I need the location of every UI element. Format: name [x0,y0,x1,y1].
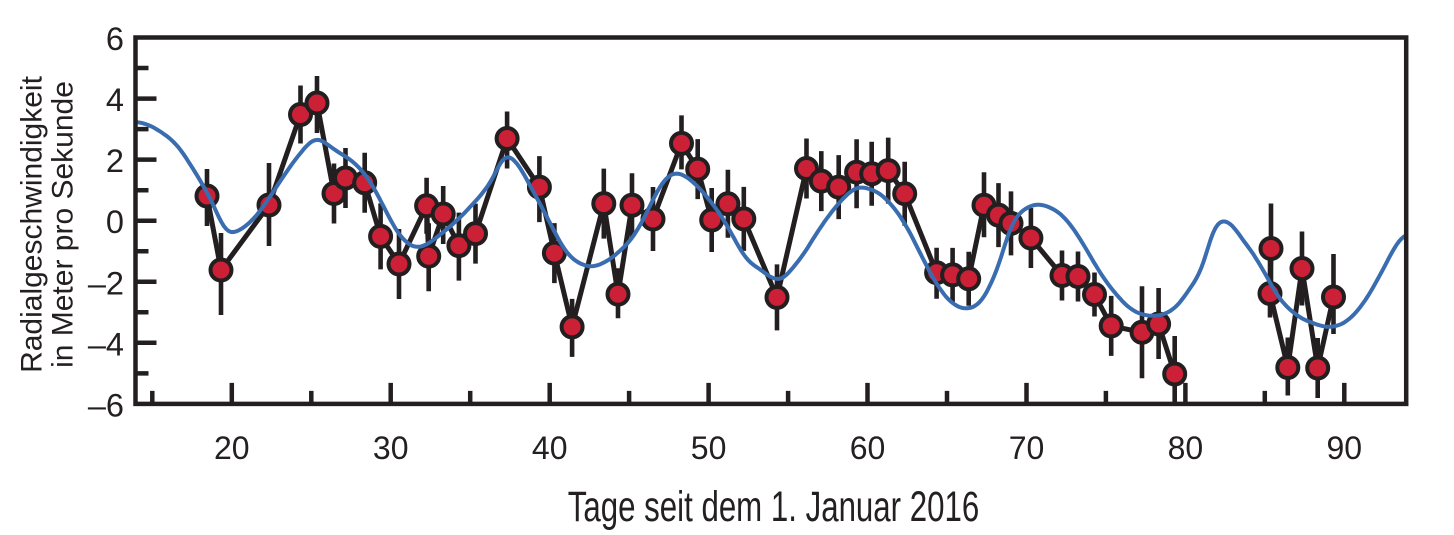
svg-text:70: 70 [1009,430,1045,466]
svg-text:2: 2 [106,143,124,179]
svg-text:Tage seit dem 1. Januar 2016: Tage seit dem 1. Januar 2016 [568,482,979,530]
svg-text:4: 4 [106,82,124,118]
svg-text:90: 90 [1327,430,1363,466]
svg-text:in Meter pro Sekunde: in Meter pro Sekunde [46,81,79,368]
svg-text:0: 0 [106,204,124,240]
svg-text:60: 60 [850,430,886,466]
svg-text:80: 80 [1168,430,1204,466]
svg-text:40: 40 [532,430,568,466]
svg-text:Radialgeschwindigkeit: Radialgeschwindigkeit [15,75,48,373]
svg-text:–6: –6 [88,387,124,423]
svg-text:20: 20 [214,430,250,466]
svg-text:30: 30 [373,430,409,466]
svg-text:–4: –4 [88,326,124,362]
svg-text:50: 50 [691,430,727,466]
svg-text:–2: –2 [88,265,124,301]
svg-text:6: 6 [106,21,124,57]
